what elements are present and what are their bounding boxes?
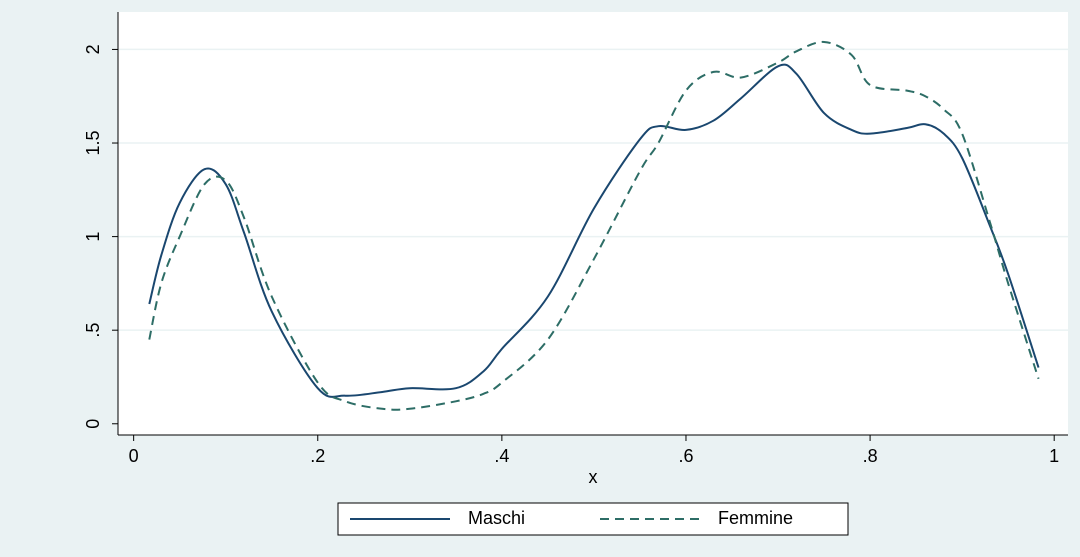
legend-label: Femmine bbox=[718, 508, 793, 528]
y-tick-label: 1 bbox=[83, 232, 103, 242]
x-axis-label: x bbox=[589, 467, 598, 487]
x-tick-label: .6 bbox=[678, 446, 693, 466]
x-tick-label: 0 bbox=[129, 446, 139, 466]
series-line bbox=[148, 40, 1040, 411]
y-tick-label: 2 bbox=[83, 44, 103, 54]
plot-area bbox=[118, 12, 1068, 435]
x-tick-label: .2 bbox=[310, 446, 325, 466]
y-tick-label: 0 bbox=[83, 419, 103, 429]
x-tick-label: .8 bbox=[863, 446, 878, 466]
series-line bbox=[148, 63, 1040, 398]
x-tick-label: .4 bbox=[494, 446, 509, 466]
legend-label: Maschi bbox=[468, 508, 525, 528]
y-tick-label: 1.5 bbox=[83, 131, 103, 156]
y-tick-label: .5 bbox=[83, 323, 103, 338]
x-tick-label: 1 bbox=[1049, 446, 1059, 466]
